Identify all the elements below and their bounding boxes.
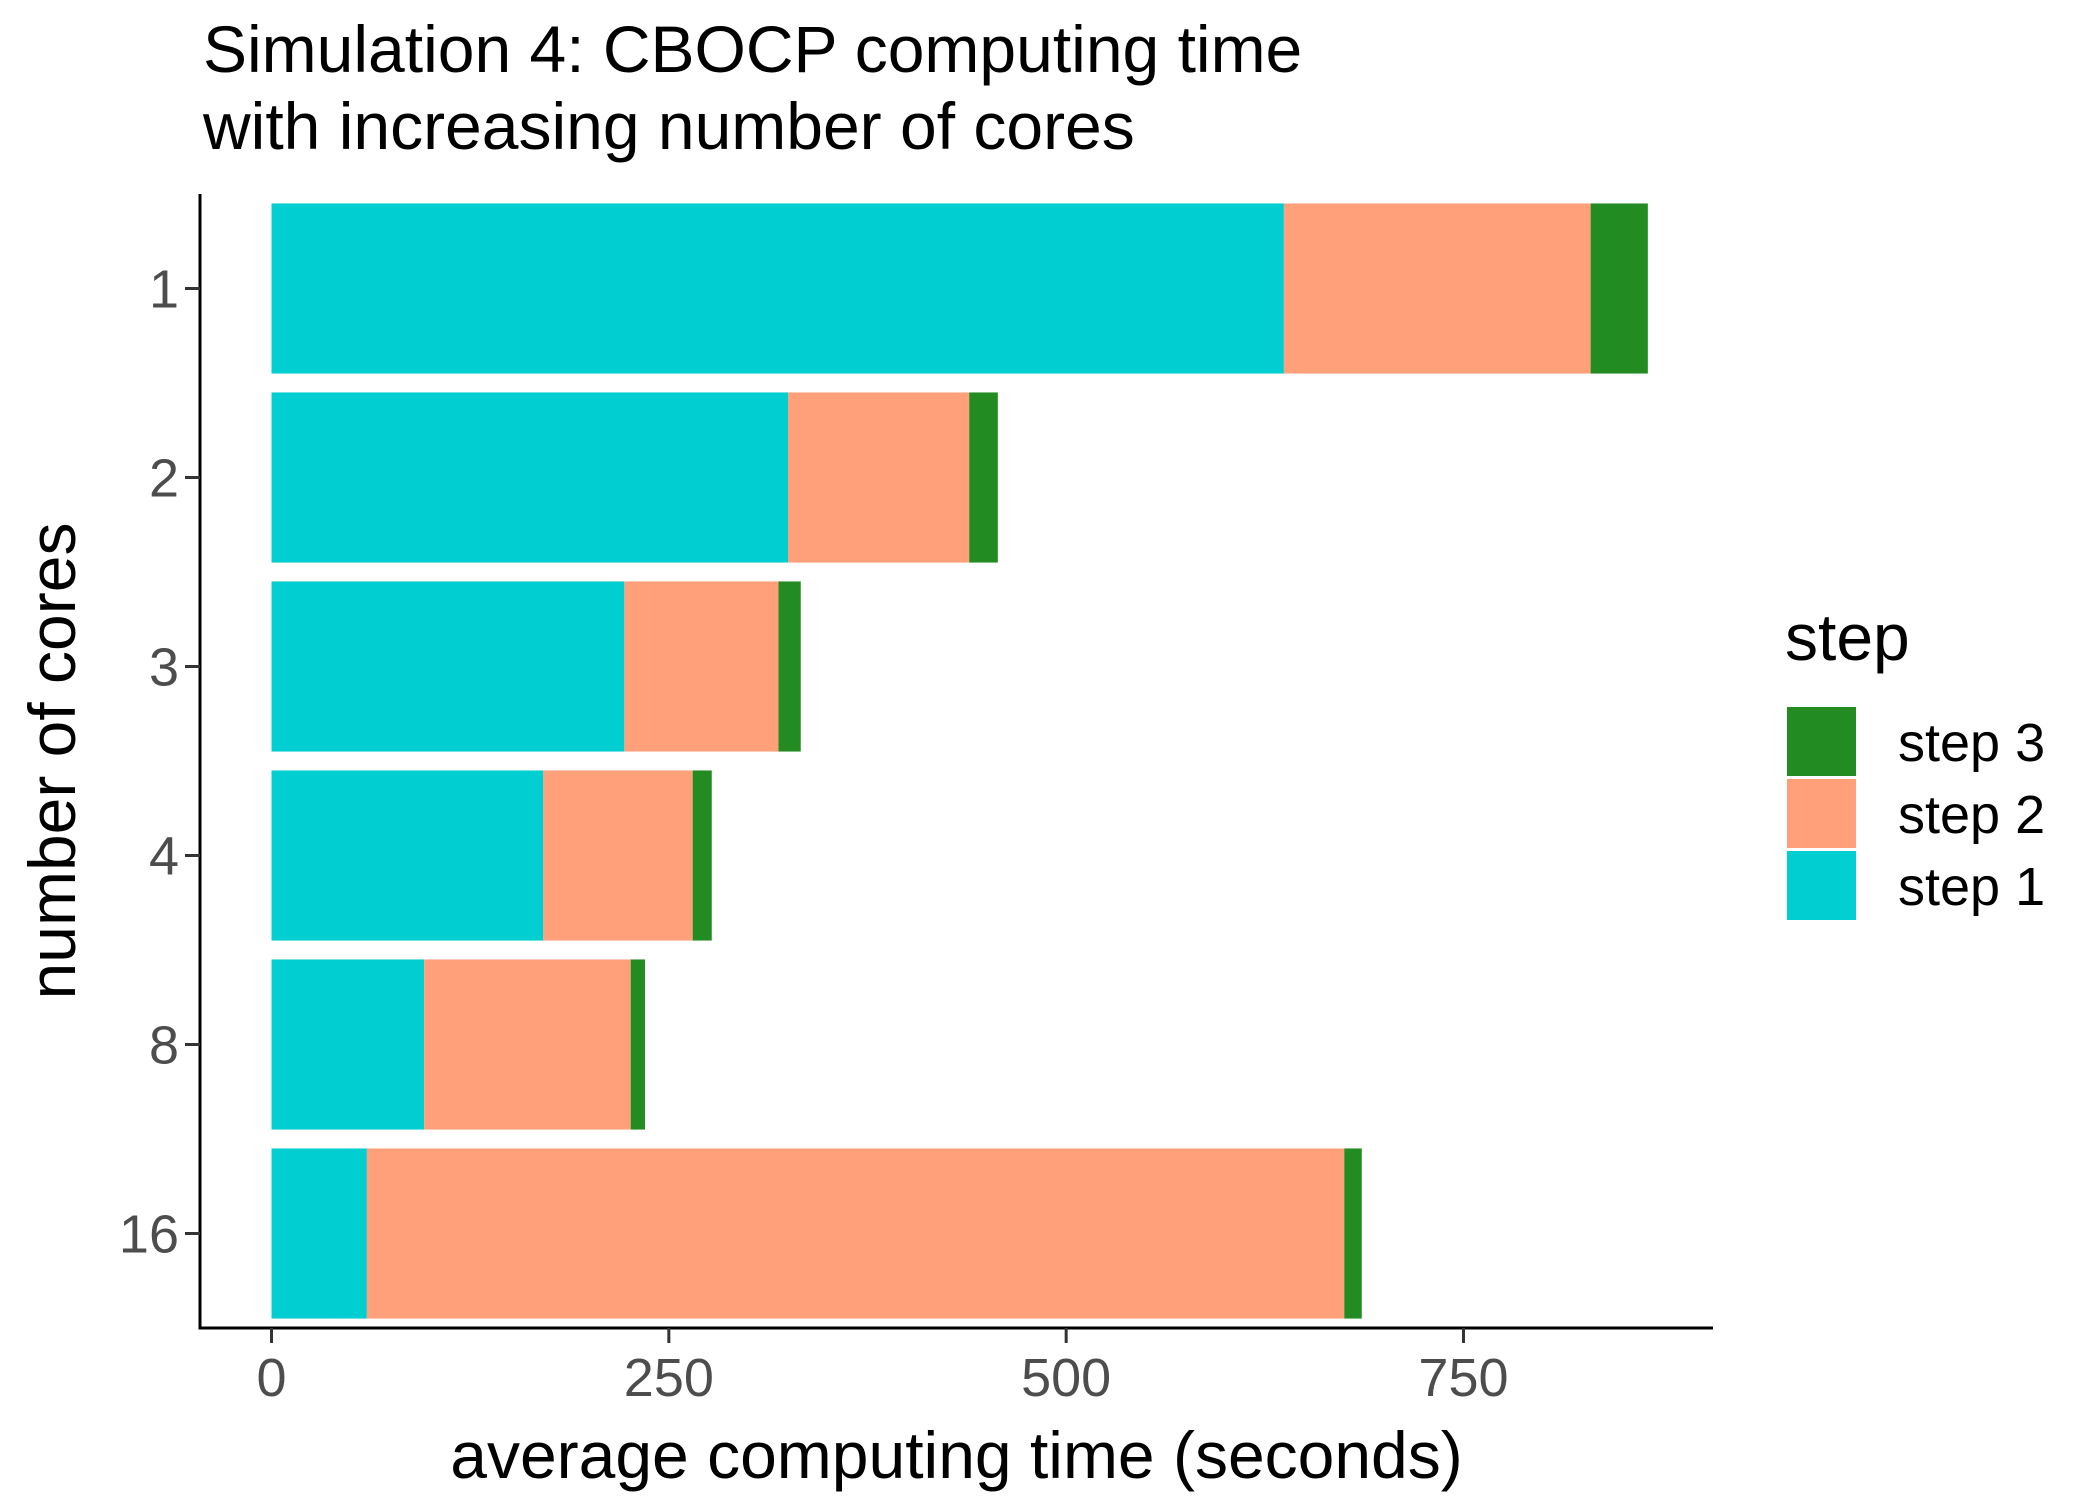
y-tick-label: 2 [149, 449, 179, 509]
x-axis-title: average computing time (seconds) [450, 1418, 1463, 1492]
x-tick-label: 750 [1418, 1348, 1508, 1408]
bar-step1-cores-3 [271, 581, 625, 752]
y-tick-label: 3 [149, 638, 179, 698]
bar-step3-cores-3 [778, 581, 801, 752]
y-axis-ticks: 1 2 3 4 8 16 [119, 260, 200, 1265]
x-tick-label: 250 [624, 1348, 714, 1408]
bar-step2-cores-1 [1283, 203, 1591, 374]
bar-step2-cores-3 [624, 581, 779, 752]
legend-label: step 3 [1898, 713, 2045, 773]
bar-step3-cores-1 [1590, 203, 1648, 374]
axes [198, 194, 1713, 1330]
bar-step1-cores-2 [271, 392, 789, 563]
legend-swatch [1787, 707, 1856, 776]
legend-title: step [1785, 600, 1910, 674]
legend-item-step2: step 2 [1787, 779, 2045, 848]
bar-step3-cores-8 [630, 959, 645, 1130]
y-tick-label: 1 [149, 260, 179, 320]
chart-title-line: Simulation 4: CBOCP computing time [203, 12, 1302, 86]
x-axis-ticks: 0 250 500 750 [256, 1328, 1509, 1408]
y-axis-title: number of cores [15, 523, 89, 1000]
legend-label: step 2 [1898, 785, 2045, 845]
legend-label: step 1 [1898, 857, 2045, 917]
y-tick-label: 16 [119, 1205, 179, 1265]
chart-title-line: with increasing number of cores [202, 89, 1135, 163]
legend-swatch [1787, 851, 1856, 920]
legend-item-step3: step 3 [1787, 707, 2045, 776]
x-tick-label: 0 [256, 1348, 286, 1408]
bar-step3-cores-2 [969, 392, 998, 563]
legend-swatch [1787, 779, 1856, 848]
bar-step2-cores-8 [424, 959, 631, 1130]
legend-item-step1: step 1 [1787, 851, 2045, 920]
x-tick-label: 500 [1021, 1348, 1111, 1408]
bars [271, 203, 1648, 1319]
bar-step1-cores-8 [271, 959, 425, 1130]
legend: step step 3 step 2 step 1 [1785, 600, 2045, 920]
bar-step1-cores-4 [271, 770, 544, 941]
bar-step2-cores-16 [366, 1148, 1345, 1319]
y-tick-label: 8 [149, 1016, 179, 1076]
bar-step1-cores-1 [271, 203, 1284, 374]
bar-step1-cores-16 [271, 1148, 367, 1319]
bar-step2-cores-2 [788, 392, 970, 563]
y-tick-label: 4 [149, 827, 179, 887]
bar-step3-cores-4 [692, 770, 712, 941]
bar-step3-cores-16 [1344, 1148, 1362, 1319]
bar-step2-cores-4 [543, 770, 693, 941]
